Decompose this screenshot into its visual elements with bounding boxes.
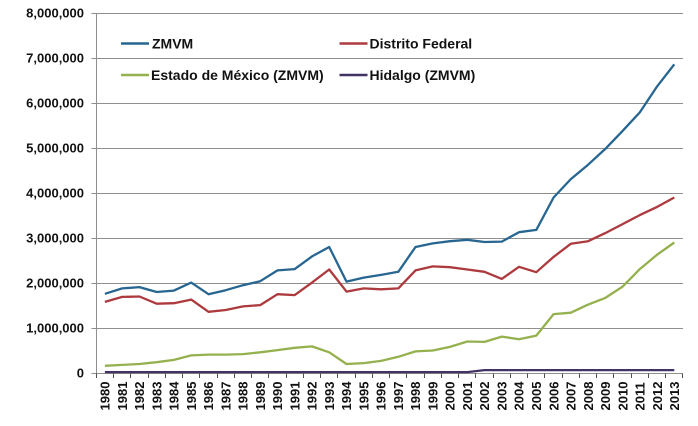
svg-text:8,000,000: 8,000,000 [26, 6, 84, 21]
svg-text:5,000,000: 5,000,000 [26, 141, 84, 156]
svg-text:2008: 2008 [581, 382, 596, 411]
svg-text:2002: 2002 [477, 382, 492, 411]
svg-text:1995: 1995 [357, 382, 372, 411]
svg-text:ZMVM: ZMVM [152, 36, 193, 52]
svg-text:1998: 1998 [408, 382, 423, 411]
svg-text:2012: 2012 [650, 382, 665, 411]
svg-text:1986: 1986 [201, 382, 216, 411]
svg-text:1984: 1984 [167, 381, 182, 411]
svg-text:1980: 1980 [98, 382, 113, 411]
svg-text:1982: 1982 [132, 382, 147, 411]
svg-text:Hidalgo (ZMVM): Hidalgo (ZMVM) [370, 67, 476, 83]
svg-text:1983: 1983 [149, 382, 164, 411]
svg-text:1997: 1997 [391, 382, 406, 411]
svg-text:2007: 2007 [564, 382, 579, 411]
svg-text:1988: 1988 [236, 382, 251, 411]
svg-text:2009: 2009 [598, 382, 613, 411]
svg-text:4,000,000: 4,000,000 [26, 186, 84, 201]
svg-text:2001: 2001 [460, 382, 475, 411]
svg-text:1993: 1993 [322, 382, 337, 411]
svg-text:2011: 2011 [633, 382, 648, 410]
svg-text:1999: 1999 [426, 382, 441, 411]
svg-text:6,000,000: 6,000,000 [26, 96, 84, 111]
svg-text:2000: 2000 [443, 382, 458, 411]
svg-text:2013: 2013 [667, 382, 682, 411]
svg-text:1985: 1985 [184, 382, 199, 411]
svg-text:2004: 2004 [512, 381, 527, 411]
svg-text:1989: 1989 [253, 382, 268, 411]
svg-text:0: 0 [77, 366, 84, 381]
svg-text:7,000,000: 7,000,000 [26, 51, 84, 66]
svg-text:1991: 1991 [287, 382, 302, 411]
svg-text:1981: 1981 [115, 382, 130, 411]
svg-text:1,000,000: 1,000,000 [26, 321, 84, 336]
svg-text:Distrito Federal: Distrito Federal [370, 36, 473, 52]
svg-text:1994: 1994 [339, 381, 354, 411]
svg-text:1987: 1987 [218, 382, 233, 411]
svg-text:3,000,000: 3,000,000 [26, 231, 84, 246]
svg-text:1990: 1990 [270, 382, 285, 411]
svg-text:2003: 2003 [495, 382, 510, 411]
svg-text:Estado de México (ZMVM): Estado de México (ZMVM) [151, 67, 324, 83]
svg-text:1996: 1996 [374, 382, 389, 411]
svg-text:2,000,000: 2,000,000 [26, 276, 84, 291]
svg-text:2005: 2005 [529, 382, 544, 411]
svg-text:1992: 1992 [305, 382, 320, 411]
svg-text:2006: 2006 [546, 382, 561, 411]
svg-text:2010: 2010 [615, 382, 630, 411]
